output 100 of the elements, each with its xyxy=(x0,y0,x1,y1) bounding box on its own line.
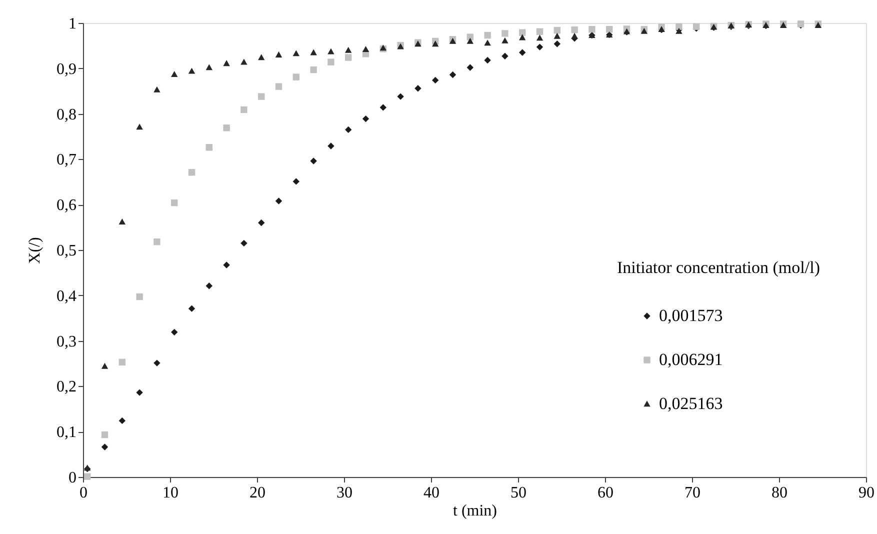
point xyxy=(154,238,160,246)
point xyxy=(466,38,474,44)
point xyxy=(432,40,439,47)
point xyxy=(518,49,526,56)
point xyxy=(240,240,248,247)
point xyxy=(292,50,300,56)
point xyxy=(154,360,160,366)
x-tick-label: 70 xyxy=(684,484,700,502)
point xyxy=(118,218,126,225)
point xyxy=(536,44,544,50)
y-tick-label: 0,8 xyxy=(56,106,76,124)
point xyxy=(362,115,370,122)
point xyxy=(328,142,334,150)
point xyxy=(571,26,578,34)
x-tick-label: 40 xyxy=(424,484,440,502)
point xyxy=(344,54,352,61)
y-tick-label: 0,5 xyxy=(56,242,76,260)
point xyxy=(414,85,422,92)
legend-label: 0,006291 xyxy=(659,350,723,369)
x-axis-title: t (min) xyxy=(453,502,497,520)
point xyxy=(554,26,561,34)
point xyxy=(328,58,334,66)
point xyxy=(101,362,108,369)
y-tick-label: 0,7 xyxy=(56,152,76,169)
point xyxy=(466,34,474,40)
point xyxy=(554,32,561,39)
point xyxy=(258,93,265,100)
point xyxy=(466,64,474,71)
x-tick-label: 80 xyxy=(772,484,788,502)
legend-label: 0,001573 xyxy=(659,306,723,325)
point xyxy=(223,262,230,268)
point xyxy=(275,198,282,204)
point xyxy=(170,70,178,77)
point xyxy=(84,473,91,480)
point xyxy=(380,104,387,111)
point xyxy=(518,34,526,40)
point xyxy=(397,93,404,100)
point xyxy=(518,29,526,36)
y-tick-label: 0,4 xyxy=(56,288,76,305)
y-tick-label: 0,2 xyxy=(56,378,76,396)
point xyxy=(275,83,282,90)
point xyxy=(502,30,508,37)
point xyxy=(310,158,317,164)
x-tick-label: 20 xyxy=(250,484,266,502)
point xyxy=(136,389,143,396)
point xyxy=(118,358,126,366)
point xyxy=(449,71,456,78)
point xyxy=(292,74,300,80)
y-tick-label: 0,1 xyxy=(56,424,76,442)
point xyxy=(101,444,108,450)
x-tick-label: 30 xyxy=(336,484,352,502)
x-tick-label: 50 xyxy=(510,484,526,502)
y-tick-label: 0 xyxy=(68,470,76,486)
point xyxy=(554,40,561,48)
point xyxy=(188,68,196,74)
y-axis-title: X(/) xyxy=(26,237,44,264)
point xyxy=(275,51,282,58)
point xyxy=(484,56,491,64)
x-tick-label: 60 xyxy=(598,484,614,502)
point xyxy=(502,52,508,60)
x-tick-label: 10 xyxy=(162,484,178,502)
point xyxy=(136,124,143,130)
point xyxy=(101,431,108,438)
point xyxy=(240,58,248,65)
x-tick-label: 0 xyxy=(80,484,88,502)
point xyxy=(344,46,352,53)
point xyxy=(258,219,265,226)
point xyxy=(484,40,491,46)
y-tick-label: 1 xyxy=(68,16,76,32)
point xyxy=(206,64,213,70)
point xyxy=(588,26,596,33)
point xyxy=(206,282,213,290)
point xyxy=(484,32,491,39)
point xyxy=(362,46,370,52)
point xyxy=(292,178,300,185)
point xyxy=(223,60,230,66)
point xyxy=(188,169,196,176)
point xyxy=(344,126,352,134)
point xyxy=(258,54,265,60)
point xyxy=(676,23,682,30)
point xyxy=(223,124,230,132)
point xyxy=(606,26,613,33)
point xyxy=(536,34,544,41)
point xyxy=(240,106,248,114)
point xyxy=(536,28,544,35)
legend-label: 0,025163 xyxy=(659,394,723,413)
point xyxy=(310,49,317,56)
point xyxy=(328,48,334,54)
point xyxy=(571,32,578,39)
point xyxy=(154,86,160,92)
point xyxy=(170,199,178,206)
point xyxy=(502,37,508,44)
y-tick-label: 0,3 xyxy=(56,333,76,350)
point xyxy=(206,144,213,151)
point xyxy=(432,76,439,84)
point xyxy=(136,293,143,300)
point xyxy=(170,328,178,336)
point xyxy=(310,66,317,74)
point xyxy=(118,417,126,424)
x-tick-label: 90 xyxy=(858,484,874,502)
